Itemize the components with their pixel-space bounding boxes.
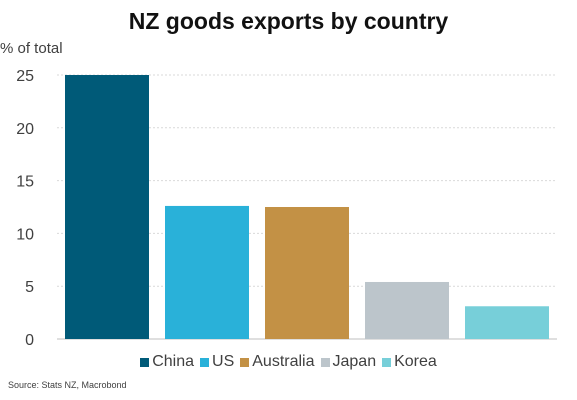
bar-us [165,205,249,339]
y-tick-label: 10 [16,226,34,243]
y-axis-label: % of total [0,40,63,57]
bar-japan [365,281,449,339]
legend-swatch [382,357,392,367]
y-tick-label: 5 [25,279,34,296]
legend-label: China [152,353,195,370]
legend: China US Australia Japan Korea [0,353,577,371]
y-tick-label: 25 [16,68,34,85]
legend-item-japan: Japan [320,353,377,371]
legend-label: US [212,353,235,370]
legend-label: Japan [332,353,377,370]
legend-label: Korea [394,353,437,370]
legend-item-australia: Australia [240,353,315,371]
legend-swatch [200,357,210,367]
legend-swatch [320,357,330,367]
y-tick-label: 15 [16,174,34,191]
y-tick-label: 20 [16,121,34,138]
y-tick-label: 0 [25,332,34,349]
legend-item-us: US [200,353,234,371]
chart-title: NZ goods exports by country [128,8,449,34]
bar-korea [465,306,549,339]
legend-item-china: China [140,353,194,371]
bar-australia [265,207,349,339]
bar-china [65,75,149,339]
legend-swatch [140,357,150,367]
legend-item-korea: Korea [382,353,437,371]
legend-label: Australia [252,353,315,370]
legend-swatch [240,357,250,367]
source-note: Source: Stats NZ, Macrobond [8,380,127,390]
